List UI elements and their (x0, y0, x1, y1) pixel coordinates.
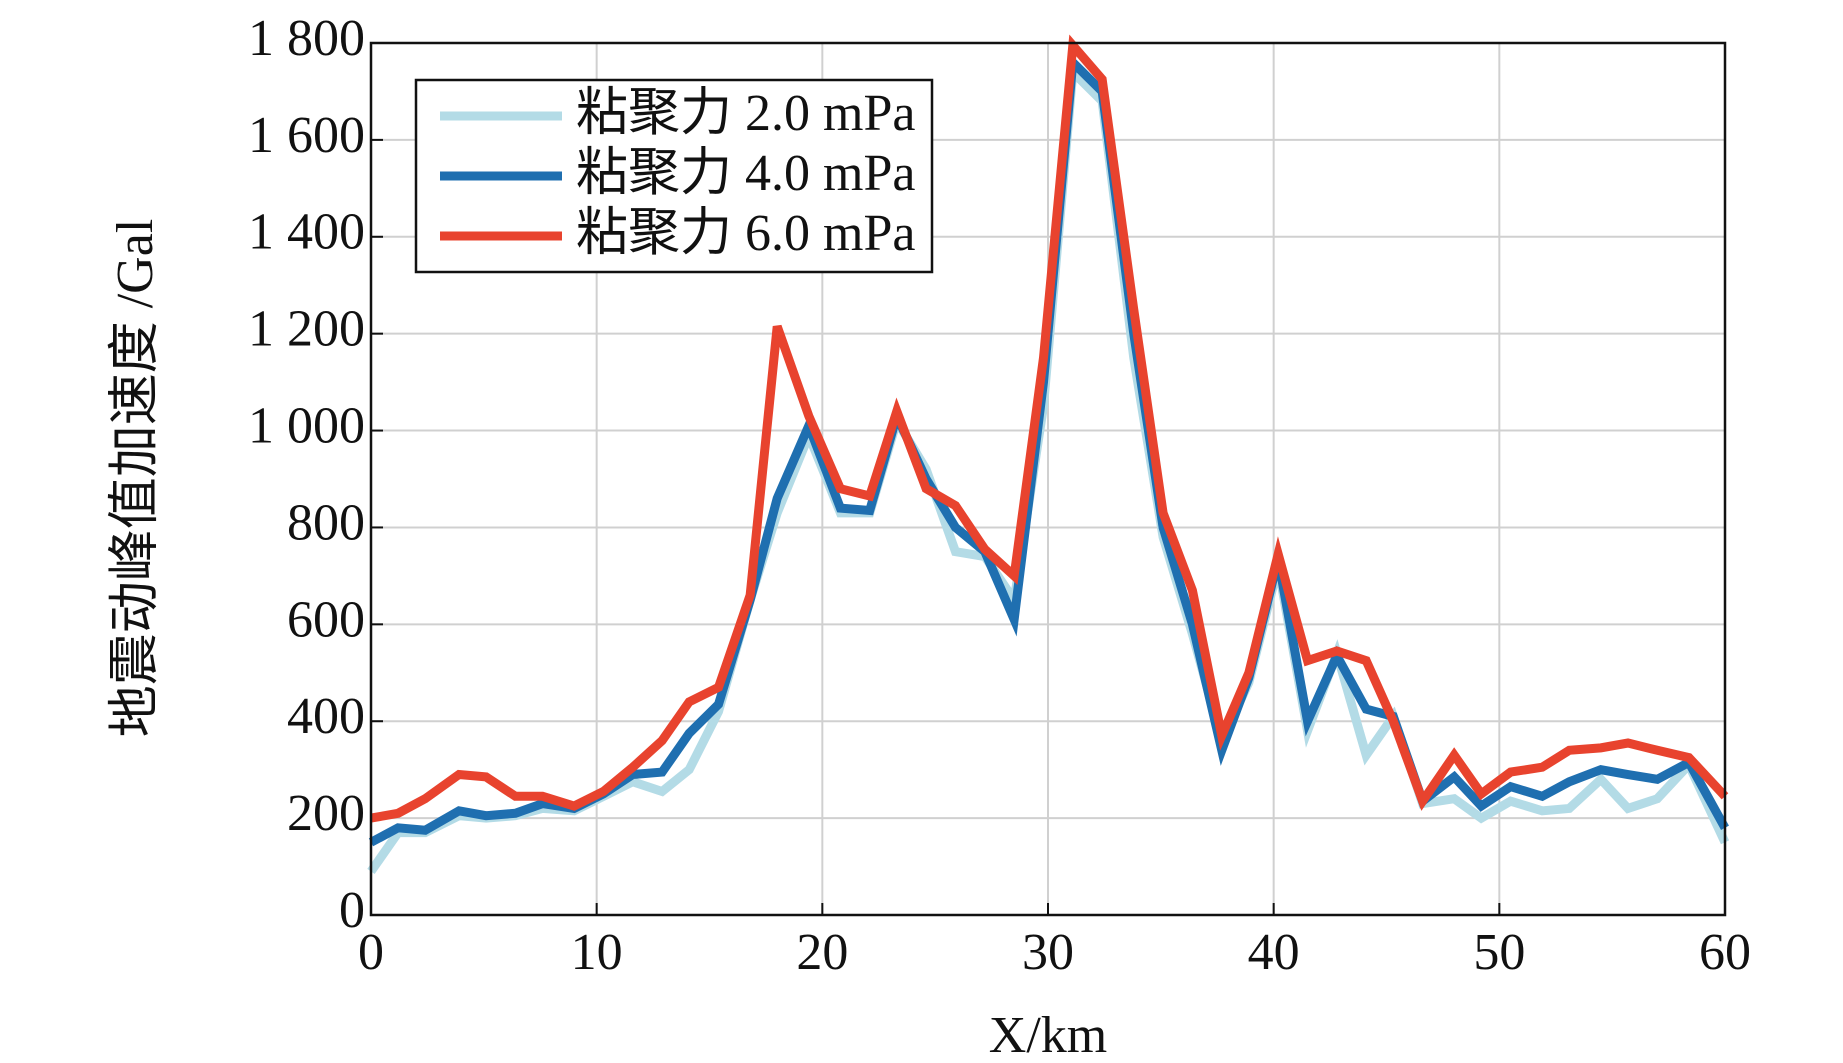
y-tick-label: 1 800 (248, 10, 365, 67)
x-tick-label: 60 (1699, 924, 1751, 981)
y-tick-label: 200 (287, 785, 365, 842)
y-tick-label: 600 (287, 591, 365, 648)
legend-label: 粘聚力 4.0 mPa (576, 145, 915, 202)
y-tick-label: 400 (287, 688, 365, 745)
y-tick-label: 1 600 (248, 107, 365, 164)
y-tick-label: 1 200 (248, 301, 365, 358)
x-tick-label: 20 (796, 924, 848, 981)
y-tick-label: 1 000 (248, 397, 365, 454)
legend-label: 粘聚力 6.0 mPa (576, 205, 915, 262)
x-axis-label: X/km (989, 1007, 1107, 1063)
y-tick-label: 800 (287, 494, 365, 551)
legend-label: 粘聚力 2.0 mPa (576, 85, 915, 142)
y-tick-label: 1 400 (248, 204, 365, 261)
x-tick-label: 40 (1248, 924, 1300, 981)
y-axis-label: 地震动峰值加速度 /Gal (107, 219, 164, 738)
plot-frame (369, 41, 1727, 917)
x-tick-label: 10 (571, 924, 623, 981)
series-line (370, 34, 1729, 823)
x-tick-label: 30 (1022, 924, 1074, 981)
x-tick-label: 50 (1473, 924, 1525, 981)
x-tick-label: 0 (358, 924, 384, 981)
y-tick-label: 0 (339, 882, 365, 939)
